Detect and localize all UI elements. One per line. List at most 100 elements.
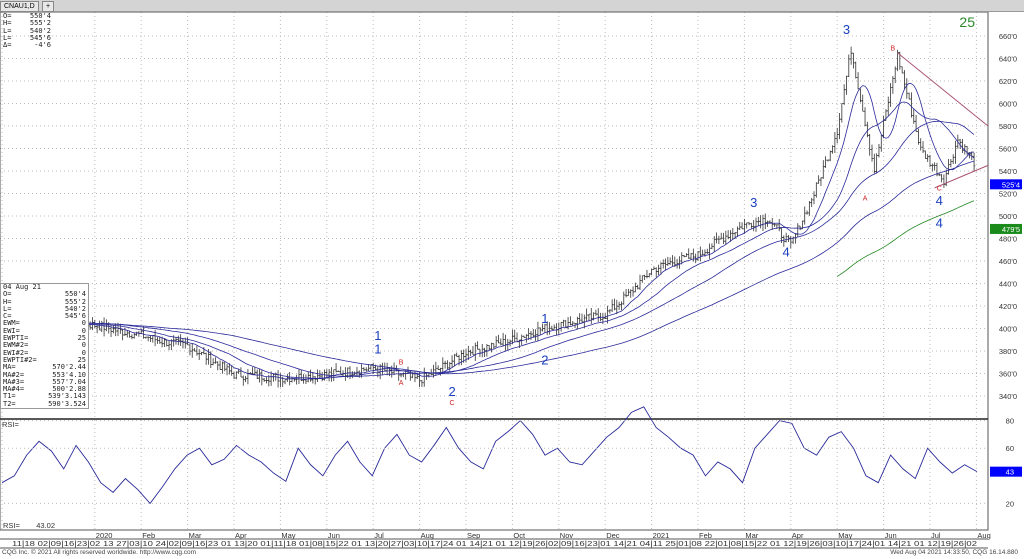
price-bar: [836, 127, 839, 144]
price-bar: [803, 206, 806, 225]
price-bar: [636, 284, 639, 290]
wave-label: B: [891, 46, 896, 53]
price-bar: [722, 232, 725, 244]
price-bar: [177, 335, 180, 346]
data-value: 539'3.143: [48, 392, 86, 401]
price-bar: [439, 367, 442, 376]
data-row: T1= 539'3.143: [1, 392, 88, 401]
add-tab-button[interactable]: +: [42, 1, 55, 12]
y-tick-label: 440'0: [999, 280, 1017, 289]
moving-average-4: [1, 160, 975, 375]
rsi-label: RSI=: [3, 521, 21, 530]
price-bar: [351, 371, 354, 379]
price-bar: [337, 370, 340, 373]
price-bar: [891, 75, 895, 94]
moving-average-2: [1, 101, 975, 380]
price-bar: [713, 236, 716, 252]
y-tick-label: 540'0: [999, 167, 1017, 176]
price-bar: [481, 343, 484, 358]
price-bar: [880, 134, 883, 152]
month-label: Mar: [745, 531, 758, 540]
y-tick-label: 520'0: [999, 190, 1017, 199]
price-bar: [662, 259, 665, 269]
wave-label: C: [450, 400, 455, 407]
month-label: Jul: [931, 531, 941, 540]
price-bar: [195, 345, 199, 356]
price-bar: [819, 177, 823, 186]
price-bar: [620, 301, 623, 311]
price-chart[interactable]: 660'0 640'0 620'0 600'0 580'0 560'0 540'0 520'0…: [0, 12, 1024, 549]
price-bar: [687, 248, 690, 259]
price-bar: [958, 138, 962, 149]
price-bar: [578, 313, 581, 324]
price-bar: [539, 327, 542, 336]
price-bar: [671, 255, 674, 267]
price-bar: [924, 150, 927, 159]
price-bar: [638, 274, 642, 291]
wave-label: 4: [936, 193, 943, 208]
price-bar: [961, 138, 964, 153]
price-bar: [218, 360, 222, 370]
data-row: C= 545'6: [1, 312, 88, 321]
price-bar: [137, 330, 141, 337]
price-bar: [318, 370, 322, 379]
price-bar: [204, 352, 208, 365]
price-bar: [747, 222, 751, 226]
data-value: 0: [81, 348, 86, 357]
data-row: Δ= -4'6: [1, 41, 53, 49]
price-bar: [682, 254, 686, 258]
price-bar: [146, 336, 150, 342]
price-bar: [752, 219, 755, 232]
price-bar: [917, 128, 920, 145]
wave-label: 2: [448, 384, 455, 399]
month-label: 2020: [96, 531, 113, 540]
price-bar: [608, 309, 612, 314]
price-bar: [469, 349, 472, 357]
price-bar: [100, 320, 103, 333]
price-bar: [529, 330, 533, 341]
data-row: EWM= 0: [1, 320, 88, 328]
price-bar: [887, 96, 890, 116]
price-bar: [151, 335, 154, 343]
price-bar: [947, 159, 950, 175]
data-row: EWI#2= 0: [1, 348, 88, 357]
price-bar: [675, 258, 679, 269]
tab-cnau1[interactable]: CNAU1,D: [0, 1, 39, 12]
price-bar: [859, 88, 862, 103]
price-bar: [128, 330, 131, 338]
price-bar: [831, 145, 834, 154]
price-bar: [699, 246, 702, 262]
price-bar: [186, 337, 189, 346]
price-bar: [450, 355, 454, 368]
price-bar: [972, 152, 976, 172]
price-bar: [645, 269, 649, 279]
price-bar: [715, 232, 718, 244]
price-bar: [933, 162, 936, 171]
price-bar: [536, 321, 540, 342]
data-label: C=: [3, 312, 12, 321]
price-bar: [952, 154, 955, 165]
price-bar: [485, 344, 489, 357]
rsi-badge-label: 43: [1006, 468, 1014, 477]
price-bar: [200, 351, 203, 356]
price-bar: [627, 288, 630, 297]
price-bar: [265, 376, 268, 384]
price-bar: [949, 159, 953, 168]
price-bar: [738, 222, 741, 231]
price-bar: [856, 72, 860, 90]
price-bar: [773, 223, 776, 227]
price-bar: [706, 248, 709, 254]
wave-label: 3: [750, 195, 757, 210]
wave-label: C: [937, 185, 942, 192]
price-bar: [726, 230, 730, 240]
month-label: Nov: [560, 531, 574, 540]
price-bar: [244, 375, 247, 383]
price-bar: [838, 113, 841, 140]
price-bar: [854, 61, 857, 79]
price-bar: [583, 314, 586, 328]
price-bar: [810, 197, 813, 207]
price-bar: [882, 115, 885, 139]
price-bar: [320, 371, 324, 382]
price-bar: [921, 141, 925, 154]
price-bar: [515, 332, 519, 343]
